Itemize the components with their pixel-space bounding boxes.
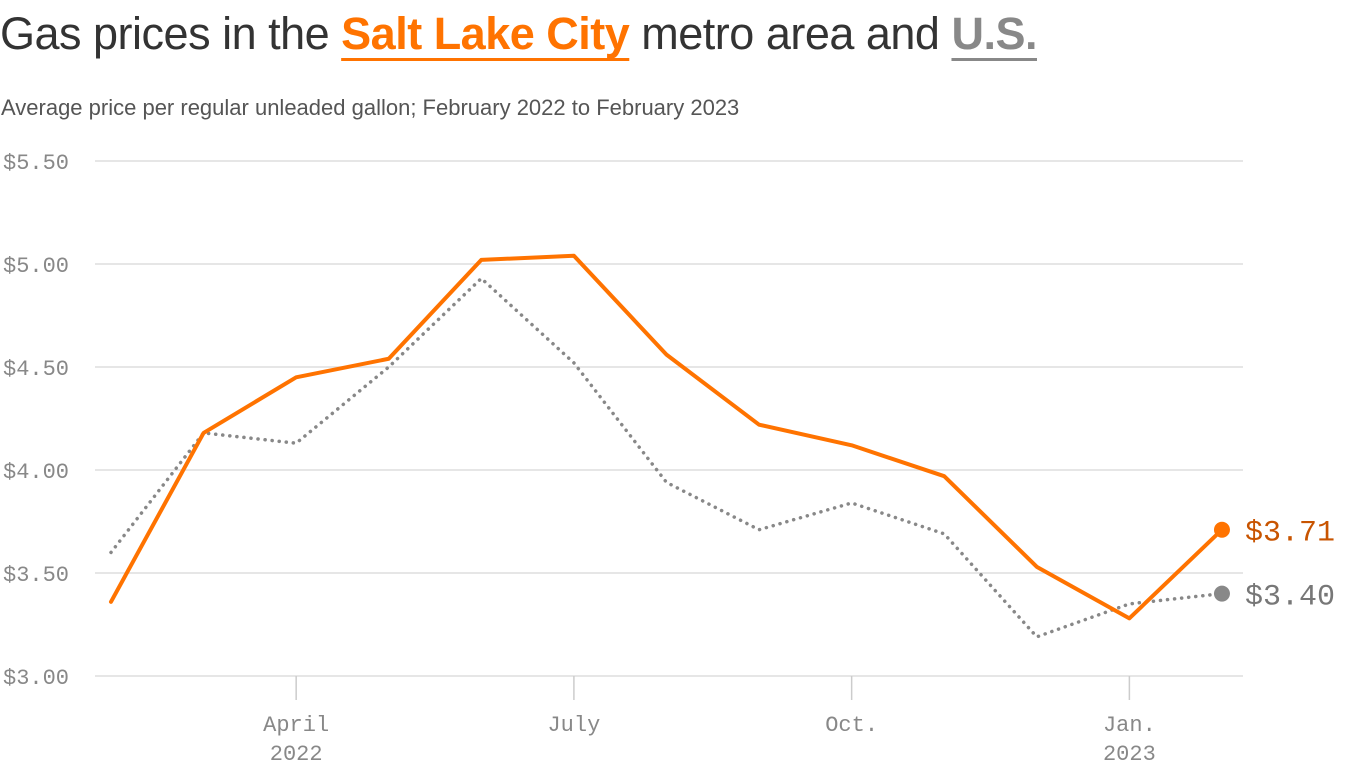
- x-tick-sublabel: 2023: [1103, 742, 1156, 767]
- title-text: Gas prices in the: [0, 8, 342, 59]
- x-tick-label: Oct.: [825, 713, 878, 738]
- x-tick-label: July: [547, 713, 600, 738]
- end-value-label: $3.40: [1245, 581, 1335, 615]
- title-text: metro area and: [629, 8, 952, 59]
- y-tick-label: $4.00: [3, 460, 69, 485]
- series-line-u-s-: [109, 276, 1224, 639]
- title-highlight-us: U.S.: [951, 8, 1037, 59]
- end-value-label: $3.71: [1245, 517, 1335, 551]
- y-tick-label: $4.50: [3, 357, 69, 382]
- x-tick-label: Jan.: [1103, 713, 1156, 738]
- series-line-salt-lake-city: [109, 253, 1224, 621]
- end-point-marker: [1213, 521, 1230, 538]
- title-highlight-slc: Salt Lake City: [341, 8, 630, 59]
- x-tick-label: April: [263, 713, 329, 738]
- y-tick-label: $3.00: [3, 666, 69, 691]
- chart-title: Gas prices in the Salt Lake City metro a…: [0, 8, 1037, 60]
- chart-subtitle: Average price per regular unleaded gallo…: [1, 95, 740, 120]
- y-tick-label: $3.50: [3, 563, 69, 588]
- end-point-marker: [1213, 585, 1230, 602]
- x-tick-sublabel: 2022: [270, 742, 323, 767]
- y-tick-label: $5.50: [3, 151, 69, 176]
- y-tick-label: $5.00: [3, 254, 69, 279]
